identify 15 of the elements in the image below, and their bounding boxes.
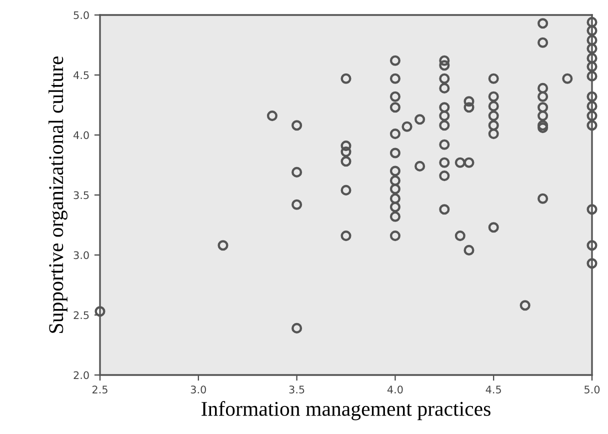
x-tick-label: 2.5: [92, 386, 108, 394]
x-tick-label: 3.5: [289, 386, 304, 394]
x-axis-title: Information management practices: [202, 401, 490, 420]
y-tick-label: 4.5: [74, 71, 89, 80]
y-tick-label: 5.0: [74, 11, 89, 20]
y-tick-label: 2.5: [74, 311, 89, 320]
y-axis-title: Supportive organizational culture: [48, 56, 68, 333]
x-tick-label: 4.5: [486, 386, 501, 394]
y-tick-label: 3.5: [74, 191, 89, 200]
y-tick-label: 4.0: [74, 131, 89, 140]
x-tick-label: 5.0: [584, 386, 600, 394]
x-tick-label: 3.0: [190, 386, 206, 394]
y-tick-label: 3.0: [74, 251, 89, 260]
x-tick-label: 4.0: [387, 386, 403, 394]
y-tick-label: 2.0: [74, 371, 89, 380]
